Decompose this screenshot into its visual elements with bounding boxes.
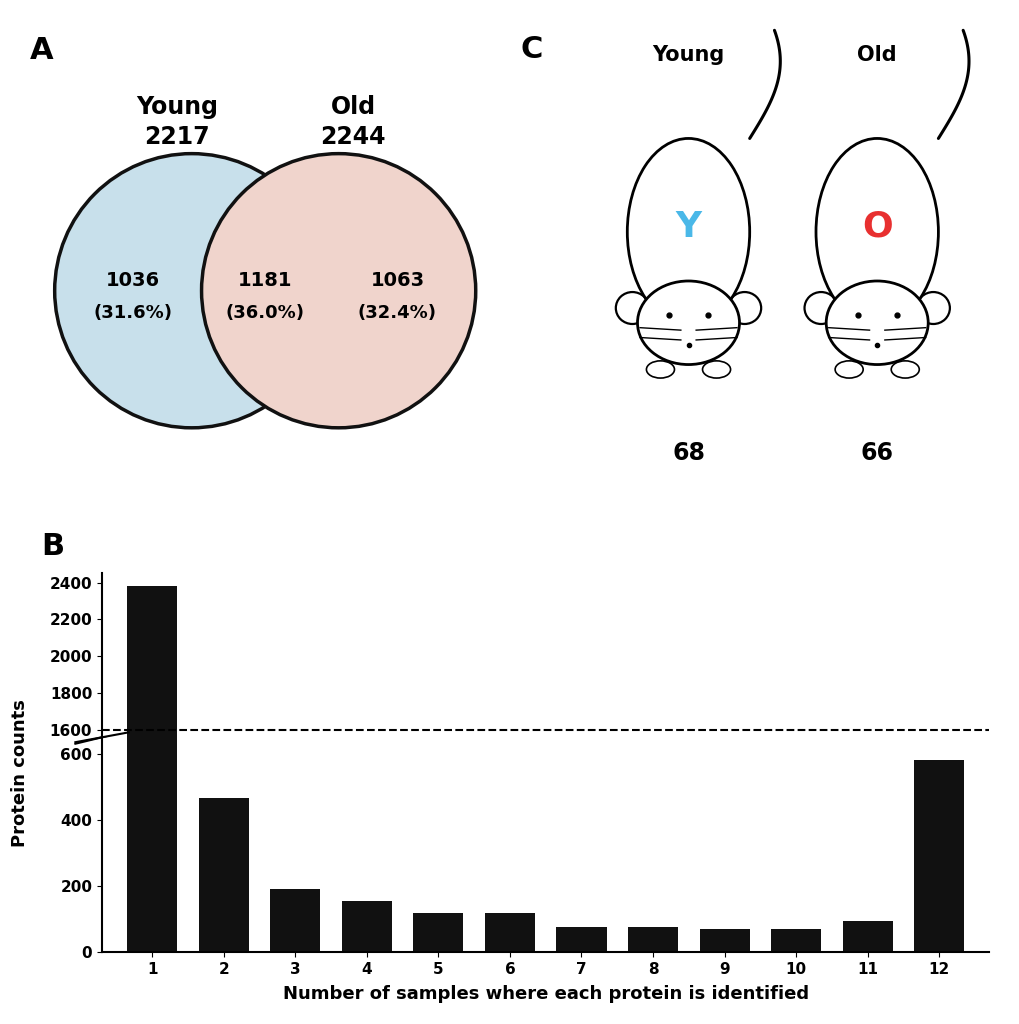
Bar xyxy=(484,1002,534,1024)
Bar xyxy=(199,799,249,952)
Bar xyxy=(842,1007,892,1024)
Text: C: C xyxy=(520,35,542,65)
Bar xyxy=(413,1002,463,1024)
Circle shape xyxy=(202,154,475,428)
Text: 66: 66 xyxy=(860,441,893,465)
Text: (32.4%): (32.4%) xyxy=(358,304,436,322)
Text: 1063: 1063 xyxy=(370,271,424,291)
Ellipse shape xyxy=(702,360,730,378)
Bar xyxy=(913,918,963,1024)
Text: (31.6%): (31.6%) xyxy=(94,304,172,322)
Bar xyxy=(556,1010,606,1024)
Bar xyxy=(842,921,892,952)
Text: Young: Young xyxy=(136,95,218,120)
Bar xyxy=(699,1012,749,1024)
Ellipse shape xyxy=(615,292,648,324)
Bar xyxy=(699,929,749,952)
Text: 1036: 1036 xyxy=(106,271,160,291)
Bar xyxy=(628,1010,678,1024)
Ellipse shape xyxy=(835,360,862,378)
Bar xyxy=(341,996,391,1024)
Bar xyxy=(484,912,534,952)
Ellipse shape xyxy=(916,292,949,324)
Bar xyxy=(270,890,320,952)
Ellipse shape xyxy=(804,292,837,324)
Text: Y: Y xyxy=(675,210,701,244)
Ellipse shape xyxy=(815,138,937,326)
Bar xyxy=(413,912,463,952)
Text: Protein counts: Protein counts xyxy=(11,699,30,847)
Bar xyxy=(199,939,249,1024)
Bar xyxy=(556,927,606,952)
Ellipse shape xyxy=(891,360,918,378)
Circle shape xyxy=(55,154,328,428)
Bar xyxy=(770,929,820,952)
X-axis label: Number of samples where each protein is identified: Number of samples where each protein is … xyxy=(282,985,808,1004)
Bar xyxy=(341,901,391,952)
Ellipse shape xyxy=(825,281,927,365)
Text: O: O xyxy=(861,210,892,244)
Ellipse shape xyxy=(728,292,760,324)
Text: Old: Old xyxy=(857,45,896,66)
Bar xyxy=(127,587,177,1024)
Bar xyxy=(270,989,320,1024)
Text: A: A xyxy=(31,36,54,66)
Bar xyxy=(127,165,177,952)
Text: 68: 68 xyxy=(672,441,704,465)
Text: Old: Old xyxy=(330,95,376,120)
Bar xyxy=(628,927,678,952)
Text: (36.0%): (36.0%) xyxy=(225,304,305,322)
Text: 2244: 2244 xyxy=(320,125,386,148)
Bar xyxy=(913,761,963,952)
Ellipse shape xyxy=(627,138,749,326)
Text: 2217: 2217 xyxy=(144,125,210,148)
Text: B: B xyxy=(41,532,64,561)
Bar xyxy=(770,1012,820,1024)
Text: 1181: 1181 xyxy=(237,271,292,291)
Text: Young: Young xyxy=(652,45,723,66)
Ellipse shape xyxy=(637,281,739,365)
Ellipse shape xyxy=(646,360,674,378)
